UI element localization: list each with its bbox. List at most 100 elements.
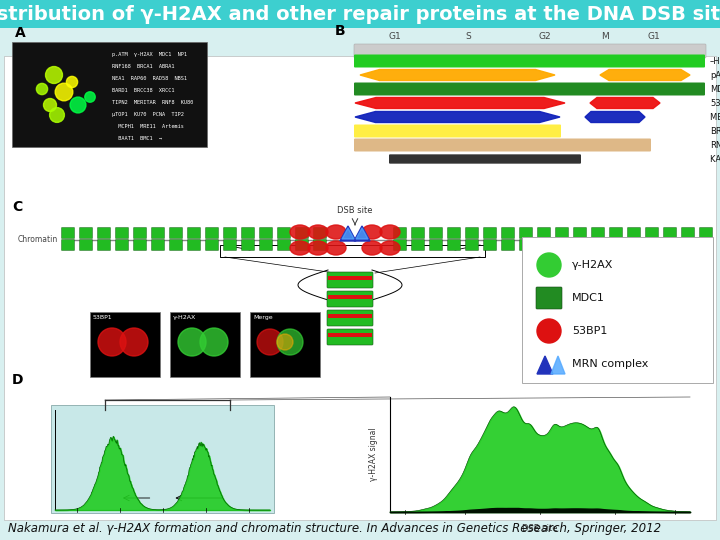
- FancyBboxPatch shape: [682, 227, 695, 239]
- Text: γ-H2AX signal: γ-H2AX signal: [369, 428, 379, 481]
- FancyBboxPatch shape: [412, 240, 425, 251]
- Ellipse shape: [326, 241, 346, 255]
- FancyBboxPatch shape: [115, 240, 128, 251]
- Circle shape: [277, 334, 293, 350]
- FancyBboxPatch shape: [250, 312, 320, 377]
- Text: Chromatin: Chromatin: [18, 235, 58, 245]
- FancyBboxPatch shape: [448, 227, 461, 239]
- Circle shape: [37, 83, 48, 94]
- Text: D: D: [12, 373, 24, 387]
- Ellipse shape: [308, 225, 328, 239]
- FancyBboxPatch shape: [354, 138, 651, 152]
- Polygon shape: [600, 70, 690, 80]
- FancyBboxPatch shape: [574, 240, 587, 251]
- FancyBboxPatch shape: [646, 227, 659, 239]
- FancyBboxPatch shape: [354, 55, 705, 68]
- FancyBboxPatch shape: [664, 227, 677, 239]
- Text: MBS1 +: MBS1 +: [710, 112, 720, 122]
- FancyBboxPatch shape: [205, 240, 218, 251]
- FancyBboxPatch shape: [313, 227, 326, 239]
- FancyBboxPatch shape: [205, 227, 218, 239]
- Text: –H2AX: –H2AX: [710, 57, 720, 65]
- Ellipse shape: [290, 225, 310, 239]
- FancyBboxPatch shape: [4, 56, 716, 520]
- Ellipse shape: [290, 241, 310, 255]
- Ellipse shape: [362, 241, 382, 255]
- Circle shape: [50, 107, 64, 123]
- FancyBboxPatch shape: [151, 227, 164, 239]
- Text: G1: G1: [647, 32, 660, 41]
- FancyBboxPatch shape: [133, 227, 146, 239]
- FancyBboxPatch shape: [700, 240, 713, 251]
- FancyBboxPatch shape: [277, 227, 290, 239]
- FancyBboxPatch shape: [295, 227, 308, 239]
- FancyBboxPatch shape: [502, 240, 515, 251]
- Polygon shape: [356, 228, 368, 239]
- Text: pATM: pATM: [710, 71, 720, 79]
- FancyBboxPatch shape: [223, 240, 236, 251]
- Text: MRN complex: MRN complex: [572, 359, 649, 369]
- FancyBboxPatch shape: [520, 240, 533, 251]
- Text: G1: G1: [389, 32, 401, 41]
- FancyBboxPatch shape: [170, 312, 240, 377]
- Text: Nakamura et al. γ-H2AX formation and chromatin structure. In Advances in Genetic: Nakamura et al. γ-H2AX formation and chr…: [8, 522, 661, 535]
- FancyBboxPatch shape: [592, 227, 605, 239]
- Text: A: A: [15, 26, 26, 40]
- Text: BRCA1: BRCA1: [710, 126, 720, 136]
- FancyBboxPatch shape: [538, 240, 551, 251]
- Text: Distribution of γ-H2AX and other repair proteins at the DNA DSB sites: Distribution of γ-H2AX and other repair …: [0, 4, 720, 24]
- FancyBboxPatch shape: [394, 227, 407, 239]
- FancyBboxPatch shape: [556, 227, 569, 239]
- FancyBboxPatch shape: [97, 227, 110, 239]
- Polygon shape: [355, 98, 565, 109]
- Polygon shape: [360, 70, 555, 80]
- Text: MCPH1  MRE11  Artemis: MCPH1 MRE11 Artemis: [112, 124, 184, 129]
- Circle shape: [70, 97, 86, 113]
- FancyBboxPatch shape: [187, 227, 200, 239]
- FancyBboxPatch shape: [313, 240, 326, 251]
- FancyBboxPatch shape: [328, 276, 372, 280]
- Text: MDC1: MDC1: [710, 84, 720, 93]
- FancyBboxPatch shape: [97, 240, 110, 251]
- FancyBboxPatch shape: [169, 240, 182, 251]
- FancyBboxPatch shape: [354, 125, 561, 138]
- Circle shape: [55, 83, 73, 101]
- FancyBboxPatch shape: [90, 312, 160, 377]
- Circle shape: [537, 319, 561, 343]
- Polygon shape: [355, 111, 560, 123]
- Text: B: B: [335, 24, 346, 38]
- FancyBboxPatch shape: [466, 240, 479, 251]
- Circle shape: [257, 329, 283, 355]
- FancyBboxPatch shape: [430, 227, 443, 239]
- FancyBboxPatch shape: [536, 287, 562, 309]
- Text: 53BP1: 53BP1: [710, 98, 720, 107]
- Text: RNF8/RNF168: RNF8/RNF168: [710, 140, 720, 150]
- FancyBboxPatch shape: [327, 310, 373, 326]
- Polygon shape: [585, 111, 645, 123]
- Text: M: M: [601, 32, 609, 41]
- FancyBboxPatch shape: [610, 240, 623, 251]
- Circle shape: [120, 328, 148, 356]
- Text: DSB site: DSB site: [522, 524, 558, 533]
- FancyBboxPatch shape: [520, 227, 533, 239]
- Text: S: S: [465, 32, 471, 41]
- FancyBboxPatch shape: [328, 333, 372, 337]
- FancyBboxPatch shape: [646, 240, 659, 251]
- FancyBboxPatch shape: [628, 240, 641, 251]
- FancyBboxPatch shape: [538, 227, 551, 239]
- FancyBboxPatch shape: [223, 227, 236, 239]
- FancyBboxPatch shape: [592, 240, 605, 251]
- FancyBboxPatch shape: [389, 154, 581, 164]
- FancyBboxPatch shape: [61, 240, 74, 251]
- FancyBboxPatch shape: [394, 240, 407, 251]
- FancyBboxPatch shape: [259, 227, 272, 239]
- FancyBboxPatch shape: [448, 240, 461, 251]
- Text: TIPN2  MERITAR  RNF8  KU80: TIPN2 MERITAR RNF8 KU80: [112, 100, 193, 105]
- Text: DSB site: DSB site: [337, 206, 373, 215]
- FancyBboxPatch shape: [241, 240, 254, 251]
- FancyBboxPatch shape: [574, 227, 587, 239]
- Text: γ-H2AX: γ-H2AX: [572, 260, 613, 270]
- Text: NEA1  RAP60  RAD58  NBS1: NEA1 RAP60 RAD58 NBS1: [112, 76, 187, 81]
- FancyBboxPatch shape: [412, 227, 425, 239]
- Polygon shape: [537, 356, 553, 374]
